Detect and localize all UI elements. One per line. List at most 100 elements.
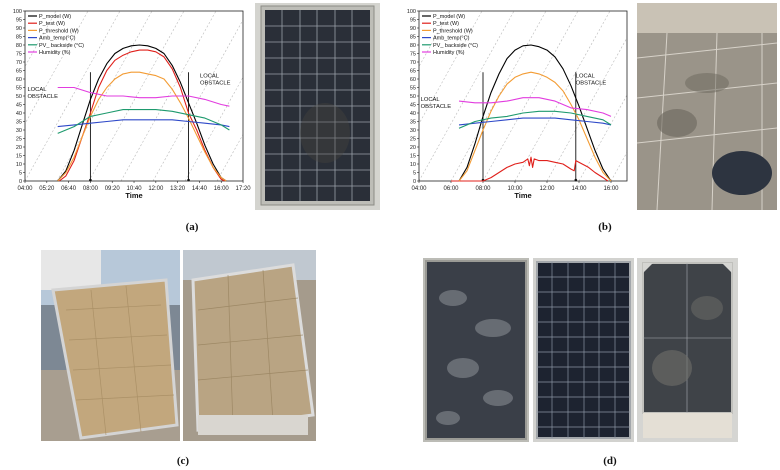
plot-margin-bottom [399,181,635,210]
chart-a: 0 5 10 15 20 25 30 35 40 45 50 55 60 65 70 75 80 85 90 95 10… [0,3,473,210]
photo-c-dusty-panel-right [183,250,316,441]
y-tick-label: 95 [410,18,416,24]
y-tick-label: 75 [410,52,416,58]
y-tick-label: 60 [16,77,22,83]
legend-label-Humidity: Humidity (%) [39,50,71,56]
photo-c-dusty-panel-left [41,250,180,441]
y-tick-label: 15 [16,154,22,160]
caption-a: (a) [185,221,199,233]
annotation-local-obstacle: LOCAL [576,73,596,79]
legend-label-PV_backside: PV_ backside (°C) [433,43,478,49]
caption-d: (d) [603,455,617,467]
legend-label-PV_backside: PV_ backside (°C) [39,43,84,49]
x-tick-label: 14:40 [192,186,208,192]
y-tick-label: 55 [410,86,416,92]
x-tick-label: 06:40 [61,186,77,192]
x-tick-label: 17:20 [236,186,251,192]
x-tick-label: 06:00 [443,186,459,192]
background-hatch-line [152,10,249,182]
annotation-local-obstacle: LOCAL [421,97,441,103]
y-tick-label: 0 [19,179,22,185]
y-tick-label: 70 [16,60,22,66]
background-hatch-line [418,10,515,182]
legend-label-Amb_temp: Amb_temp(°C) [433,36,470,42]
series-line-P_test [451,156,609,182]
y-tick-label: 25 [410,137,416,143]
y-tick-label: 55 [16,86,22,92]
y-tick-label: 30 [16,128,22,134]
y-tick-label: 50 [16,94,22,100]
obstacle-marker-dot [187,178,190,182]
series-line-Amb_temp [458,117,612,126]
background-hatch-line [514,10,611,182]
annotation-local-obstacle: LOCAL [200,73,220,79]
obstacle-marker-dot [574,178,578,182]
y-tick-label: 25 [16,137,22,143]
plot-margin-right [627,3,635,210]
background-hatch-line [24,10,121,182]
y-tick-label: 15 [410,154,416,160]
x-axis-label: Time [125,191,142,200]
plot-margin-left [5,3,25,210]
y-tick-label: 95 [16,18,22,24]
series-line-P_threshold [57,71,227,182]
y-tick-label: 90 [410,26,416,32]
legend-label-Amb_temp: Amb_temp(°C) [39,36,76,42]
y-tick-label: 50 [410,94,416,100]
x-tick-label: 08:00 [475,186,491,192]
background-hatch-line [546,10,643,182]
x-tick-label: 10:00 [507,186,523,192]
annotation-local-obstacle: OBSTACLE [27,94,58,100]
legend-label-P_test: P_test (W) [433,21,459,27]
x-tick-label: 14:00 [571,186,587,192]
series-line-P_threshold [458,71,612,182]
background-hatch-line [482,10,579,182]
x-tick-label: 04:00 [411,186,427,192]
x-axis-label: Time [514,191,531,200]
series-line-Humidity [458,97,612,117]
y-tick-label: 35 [16,120,22,126]
y-tick-label: 40 [16,111,22,117]
chart-b: 0 5 10 15 20 25 30 35 40 45 50 55 60 65 70 75 80 85 90 95 10… [290,3,780,210]
x-tick-label: 08:00 [83,186,99,192]
photo-a-clean-panel [255,3,380,210]
obstacle-marker-dot [89,178,92,182]
photo-d-soiled-panel-closeup [637,258,738,442]
x-tick-label: 12:00 [148,186,164,192]
y-tick-label: 5 [413,171,416,177]
y-tick-label: 45 [16,103,22,109]
y-tick-label: 80 [16,43,22,49]
photo-d-clean-panel [533,258,634,442]
series-line-Humidity [57,86,230,107]
legend-label-P_model: P_model (W) [433,14,465,20]
y-tick-label: 70 [410,60,416,66]
plot-margin-bottom [5,181,251,210]
y-tick-label: 45 [410,103,416,109]
y-tick-label: 65 [16,69,22,75]
y-tick-label: 10 [410,162,416,168]
legend-label-P_test: P_test (W) [39,21,65,27]
x-tick-label: 12:00 [539,186,555,192]
photo-d-dirty-panel [423,258,529,442]
plot-margin-left [399,3,419,210]
x-tick-label: 16:00 [214,186,230,192]
y-tick-label: 35 [410,120,416,126]
y-tick-label: 100 [13,9,22,15]
legend-label-P_model: P_model (W) [39,14,71,20]
series-line-Amb_temp [57,119,230,128]
y-tick-label: 0 [413,179,416,185]
chart-a-svg: 0510152025303540455055606570758085909510… [0,3,473,210]
x-tick-label: 09:20 [105,186,121,192]
x-tick-label: 16:00 [603,186,619,192]
annotation-local-obstacle: OBSTACLE [200,80,231,86]
photo-b-dusty-panel [637,3,777,210]
series-line-P_test [58,49,225,182]
legend-label-P_threshold: P_threshold (W) [433,28,473,34]
background-hatch-line [578,10,675,182]
background-hatch-line [88,10,185,182]
y-tick-label: 20 [16,145,22,151]
y-tick-label: 100 [407,9,416,15]
y-tick-label: 60 [410,77,416,83]
y-tick-label: 75 [16,52,22,58]
legend-label-Humidity: Humidity (%) [433,50,465,56]
